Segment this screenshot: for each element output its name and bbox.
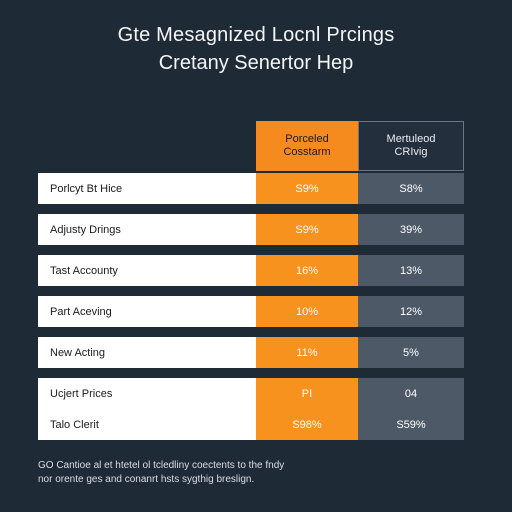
value-cell-col2: S8%	[358, 173, 464, 204]
value-cell-col2: 04	[358, 378, 464, 409]
table-row: Ucjert Prices PI 04	[38, 378, 464, 409]
row-label: Tast Accounty	[38, 255, 256, 286]
value-cell-col2: S59%	[358, 409, 464, 440]
value-cell-col1: S98%	[256, 409, 358, 440]
title-block: Gte Mesagnized Locnl Prcings Cretany Sen…	[0, 22, 512, 76]
column-header-mertuleod: Mertuleod CRIvig	[358, 121, 464, 171]
row-label: New Acting	[38, 337, 256, 368]
table-header-row: Porceled Cosstarm Mertuleod CRIvig	[256, 121, 464, 171]
value-cell-col1: 11%	[256, 337, 358, 368]
footnote: GO Cantioe al et htetel ol tcledliny coe…	[38, 459, 478, 487]
value-cell-col1: S9%	[256, 173, 358, 204]
column-header-line2: CRIvig	[394, 146, 428, 158]
value-cell-col1: S9%	[256, 214, 358, 245]
table-row: New Acting 11% 5%	[38, 337, 464, 368]
table-row: Porlcyt Bt Hice S9% S8%	[38, 173, 464, 204]
value-cell-col1: 10%	[256, 296, 358, 327]
footnote-line2: nor orente ges and conanrt hsts sygthig …	[38, 474, 255, 485]
row-label: Talo Clerit	[38, 409, 256, 440]
column-header-line1: Porceled	[285, 133, 329, 145]
table-row: Tast Accounty 16% 13%	[38, 255, 464, 286]
value-cell-col1: PI	[256, 378, 358, 409]
row-label: Ucjert Prices	[38, 378, 256, 409]
footnote-line1: GO Cantioe al et htetel ol tcledliny coe…	[38, 460, 285, 471]
column-header-porceled: Porceled Cosstarm	[256, 121, 358, 171]
value-cell-col2: 12%	[358, 296, 464, 327]
row-label: Porlcyt Bt Hice	[38, 173, 256, 204]
value-cell-col2: 13%	[358, 255, 464, 286]
column-header-line1: Mertuleod	[386, 133, 436, 145]
table-row: Talo Clerit S98% S59%	[38, 409, 464, 440]
value-cell-col2: 5%	[358, 337, 464, 368]
table-row: Part Aceving 10% 12%	[38, 296, 464, 327]
column-header-line2: Cosstarm	[283, 146, 331, 158]
chart-title: Gte Mesagnized Locnl Prcings	[117, 24, 395, 46]
value-cell-col2: 39%	[358, 214, 464, 245]
chart-subtitle: Cretany Senertor Hep	[158, 52, 354, 74]
value-cell-col1: 16%	[256, 255, 358, 286]
table-row: Adjusty Drings S9% 39%	[38, 214, 464, 245]
row-label: Adjusty Drings	[38, 214, 256, 245]
row-label: Part Aceving	[38, 296, 256, 327]
